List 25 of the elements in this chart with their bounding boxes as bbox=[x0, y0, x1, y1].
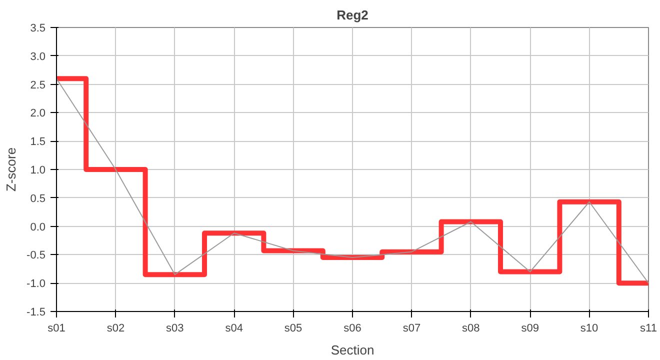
x-tick-label: s08 bbox=[462, 322, 480, 334]
y-tick-label: -1.0 bbox=[26, 278, 46, 290]
y-tick-label: 1.5 bbox=[30, 136, 46, 148]
y-tick-label: 0.0 bbox=[30, 221, 46, 234]
x-tick-label: s10 bbox=[580, 322, 598, 334]
y-tick-label: 3.0 bbox=[30, 50, 46, 63]
y-tick-label: 2.5 bbox=[30, 79, 46, 92]
x-tick-label: s02 bbox=[106, 322, 125, 334]
x-tick-label: s11 bbox=[640, 322, 657, 334]
x-tick-label: s09 bbox=[521, 322, 539, 334]
y-tick-label: 3.5 bbox=[30, 22, 46, 34]
x-tick-label: s03 bbox=[166, 322, 184, 334]
x-tick-label: s04 bbox=[225, 322, 243, 334]
y-tick-label: 2.0 bbox=[30, 108, 46, 120]
y-tick-label: 1.0 bbox=[30, 164, 46, 176]
x-tick-label: s06 bbox=[344, 322, 362, 334]
y-tick-label: -1.5 bbox=[26, 306, 46, 318]
y-tick-label: -0.5 bbox=[26, 250, 46, 262]
chart-title: Reg2 bbox=[336, 8, 368, 22]
y-axis-title: Z-score bbox=[4, 147, 19, 192]
x-axis-title: Section bbox=[330, 342, 374, 358]
x-tick-label: s05 bbox=[284, 322, 302, 334]
y-tick-label: 0.5 bbox=[30, 192, 46, 205]
x-tick-label: s01 bbox=[48, 322, 66, 334]
x-tick-label: s07 bbox=[402, 322, 421, 334]
